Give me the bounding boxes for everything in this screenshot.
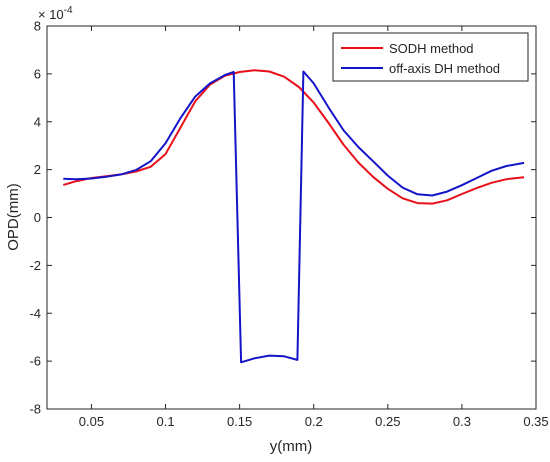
y-scale-exponent: × 10-4 bbox=[38, 5, 73, 22]
legend-label-sodh: SODH method bbox=[389, 41, 474, 56]
series-layer bbox=[63, 69, 525, 364]
legend-box bbox=[332, 32, 529, 82]
x-tick-label: 0.35 bbox=[523, 414, 548, 429]
x-tick-label: 0.2 bbox=[305, 414, 323, 429]
series-line-0 bbox=[63, 69, 525, 205]
x-tick-label: 0.05 bbox=[79, 414, 104, 429]
y-tick-label: 8 bbox=[34, 19, 41, 34]
y-tick-label: -6 bbox=[29, 354, 41, 369]
y-tick-label: 4 bbox=[34, 114, 41, 129]
y-scale-exponent-base: × 10 bbox=[38, 7, 64, 22]
legend: SODH method off-axis DH method bbox=[332, 32, 529, 82]
y-tick-label: 0 bbox=[34, 210, 41, 225]
y-tick-label: -8 bbox=[29, 402, 41, 417]
x-axis-label: y(mm) bbox=[270, 438, 312, 455]
y-axis-label: OPD(mm) bbox=[5, 183, 22, 251]
x-tick-label: 0.25 bbox=[375, 414, 400, 429]
legend-label-off-axis: off-axis DH method bbox=[389, 61, 500, 76]
x-tick-label: 0.15 bbox=[227, 414, 252, 429]
y-tick-label: 6 bbox=[34, 66, 41, 81]
plot-background bbox=[47, 26, 536, 409]
y-tick-label: -2 bbox=[29, 258, 41, 273]
y-scale-exponent-power: -4 bbox=[64, 5, 73, 16]
ticks-layer: 0.05 0.1 0.15 0.2 0.25 0.3 0.35 -8 -6 -4 -2 0 2 4 6 8 bbox=[29, 19, 548, 430]
x-tick-label: 0.3 bbox=[453, 414, 471, 429]
series-line-1 bbox=[63, 70, 525, 364]
y-tick-label: -4 bbox=[29, 306, 41, 321]
y-tick-label: 2 bbox=[34, 162, 41, 177]
x-tick-label: 0.1 bbox=[157, 414, 175, 429]
